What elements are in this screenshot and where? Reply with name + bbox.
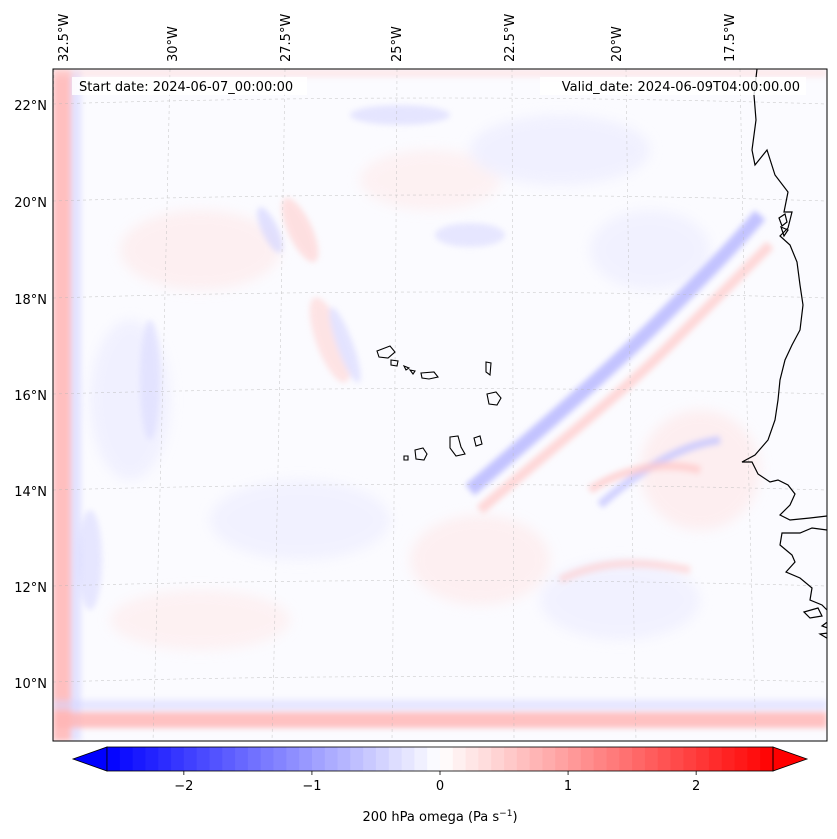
lon-tick-label: 25°W bbox=[390, 26, 405, 62]
lat-tick-label: 20°N bbox=[14, 196, 47, 211]
colorbar-tick-label: −1 bbox=[302, 779, 321, 794]
colorbar-tick-label: 1 bbox=[564, 779, 572, 794]
colorbar-segment bbox=[401, 747, 415, 771]
lon-tick-label: 27.5°W bbox=[279, 14, 294, 62]
colorbar-segment bbox=[299, 747, 313, 771]
lon-tick-label: 22.5°W bbox=[503, 14, 518, 62]
coastline bbox=[741, 69, 827, 639]
colorbar-segment bbox=[273, 747, 287, 771]
graticule bbox=[53, 69, 827, 741]
colorbar-segment bbox=[286, 747, 300, 771]
lat-tick-label: 14°N bbox=[14, 485, 47, 500]
longitude-ticks: 32.5°W 30°W 27.5°W 25°W 22.5°W 20°W 17.5… bbox=[57, 14, 738, 62]
colorbar: −2 −1 0 1 2 200 hPa omega (Pa s−1) bbox=[71, 746, 809, 825]
colorbar-segment bbox=[222, 747, 236, 771]
colorbar-segment bbox=[593, 747, 608, 771]
start-date-label: Start date: 2024-06-07_00:00:00 bbox=[79, 80, 293, 95]
colorbar-segment bbox=[644, 747, 659, 771]
colorbar-segment bbox=[311, 747, 326, 771]
colorbar-segment bbox=[734, 747, 748, 771]
colorbar-segment bbox=[363, 747, 377, 771]
colorbar-segment bbox=[132, 747, 147, 771]
colorbar-segment bbox=[107, 747, 121, 771]
colorbar-segment bbox=[440, 747, 454, 771]
colorbar-segment bbox=[606, 747, 620, 771]
colorbar-segment bbox=[670, 747, 684, 771]
lat-tick-label: 18°N bbox=[14, 293, 47, 308]
lon-tick-label: 20°W bbox=[610, 26, 625, 62]
colorbar-segment bbox=[388, 747, 403, 771]
colorbar-segment bbox=[337, 747, 351, 771]
lon-tick-label: 17.5°W bbox=[723, 14, 738, 62]
colorbar-segment bbox=[478, 747, 492, 771]
colorbar-segment bbox=[619, 747, 633, 771]
colorbar-segment bbox=[708, 747, 723, 771]
colorbar-segment bbox=[260, 747, 275, 771]
lat-tick-label: 12°N bbox=[14, 581, 47, 596]
colorbar-segment bbox=[324, 747, 339, 771]
colorbar-segment bbox=[760, 747, 774, 771]
colorbar-segment bbox=[209, 747, 223, 771]
map-panel: Start date: 2024-06-07_00:00:00 Valid_da… bbox=[52, 68, 828, 742]
colorbar-segment bbox=[568, 747, 582, 771]
colorbar-segment bbox=[747, 747, 761, 771]
colorbar-segment bbox=[414, 747, 428, 771]
colorbar-segment bbox=[696, 747, 710, 771]
colorbar-min-extend bbox=[71, 746, 108, 772]
colorbar-segment bbox=[375, 747, 390, 771]
colorbar-tick-label: 0 bbox=[436, 779, 444, 794]
colorbar-segment bbox=[183, 747, 198, 771]
colorbar-segment bbox=[683, 747, 697, 771]
africa-coastline bbox=[741, 69, 827, 521]
colorbar-segments bbox=[107, 747, 774, 771]
lat-tick-label: 22°N bbox=[14, 99, 47, 114]
cape-verde-islands bbox=[376, 345, 502, 461]
colorbar-segment bbox=[196, 747, 211, 771]
colorbar-label: 200 hPa omega (Pa s−1) bbox=[362, 809, 517, 825]
lon-tick-label: 30°W bbox=[166, 26, 181, 62]
valid-date-label: Valid_date: 2024-06-09T04:00:00.00 bbox=[562, 80, 800, 95]
colorbar-segment bbox=[542, 747, 556, 771]
lat-tick-label: 10°N bbox=[14, 677, 47, 692]
colorbar-segment bbox=[171, 747, 185, 771]
colorbar-segment bbox=[145, 747, 159, 771]
colorbar-segment bbox=[657, 747, 672, 771]
colorbar-segment bbox=[491, 747, 505, 771]
colorbar-segment bbox=[721, 747, 736, 771]
colorbar-segment bbox=[632, 747, 646, 771]
lat-tick-label: 16°N bbox=[14, 389, 47, 404]
latitude-ticks: 22°N 20°N 18°N 16°N 14°N 12°N 10°N bbox=[14, 99, 47, 692]
colorbar-segment bbox=[516, 747, 531, 771]
colorbar-ticks: −2 −1 0 1 2 bbox=[174, 771, 700, 794]
colorbar-segment bbox=[555, 747, 569, 771]
colorbar-tick-label: −2 bbox=[174, 779, 193, 794]
colorbar-segment bbox=[452, 747, 467, 771]
colorbar-segment bbox=[350, 747, 364, 771]
colorbar-segment bbox=[465, 747, 480, 771]
colorbar-segment bbox=[247, 747, 262, 771]
lon-tick-label: 32.5°W bbox=[57, 14, 72, 62]
omega-field bbox=[53, 69, 827, 741]
colorbar-tick-label: 2 bbox=[692, 779, 700, 794]
colorbar-segment bbox=[427, 747, 441, 771]
colorbar-segment bbox=[235, 747, 249, 771]
colorbar-segment bbox=[529, 747, 544, 771]
africa-coastline-south bbox=[779, 527, 827, 611]
colorbar-segment bbox=[158, 747, 172, 771]
colorbar-segment bbox=[580, 747, 595, 771]
map-frame bbox=[52, 68, 828, 742]
colorbar-segment bbox=[504, 747, 518, 771]
colorbar-max-extend bbox=[772, 746, 809, 772]
colorbar-segment bbox=[119, 747, 134, 771]
